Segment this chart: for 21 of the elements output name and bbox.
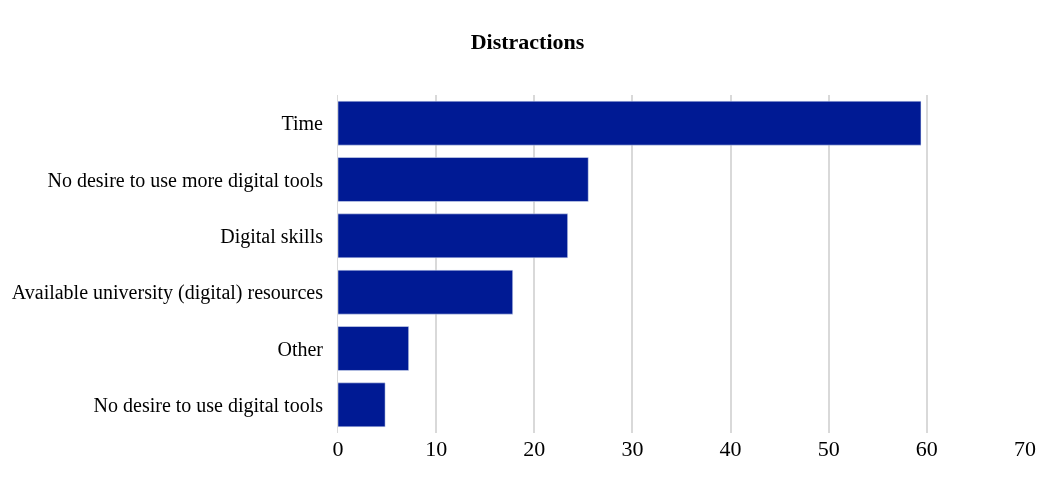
bar — [338, 213, 568, 259]
chart-title: Distractions — [470, 29, 585, 55]
x-tick-label: 30 — [621, 436, 644, 461]
bar — [338, 382, 386, 428]
x-tick-label: 60 — [915, 436, 938, 461]
y-tick-label: Other — [277, 337, 333, 360]
y-tick-label: Time — [281, 112, 333, 135]
x-tick-label: 10 — [425, 436, 448, 461]
x-tick-label: 70 — [1014, 436, 1036, 461]
x-tick-label: 40 — [719, 436, 742, 461]
bar — [338, 157, 589, 202]
bar — [338, 326, 409, 371]
x-tick-label: 50 — [817, 436, 840, 461]
y-tick-label: No desire to use digital tools — [93, 393, 333, 417]
y-tick-label: No desire to use more digital tools — [47, 168, 333, 192]
x-tick-label: 20 — [523, 436, 546, 461]
bar — [338, 269, 513, 315]
y-tick-label: Digital skills — [220, 224, 333, 248]
x-tick-label: 0 — [332, 436, 344, 461]
bar — [338, 100, 922, 146]
y-tick-label: Available university (digital) resources — [11, 281, 333, 305]
